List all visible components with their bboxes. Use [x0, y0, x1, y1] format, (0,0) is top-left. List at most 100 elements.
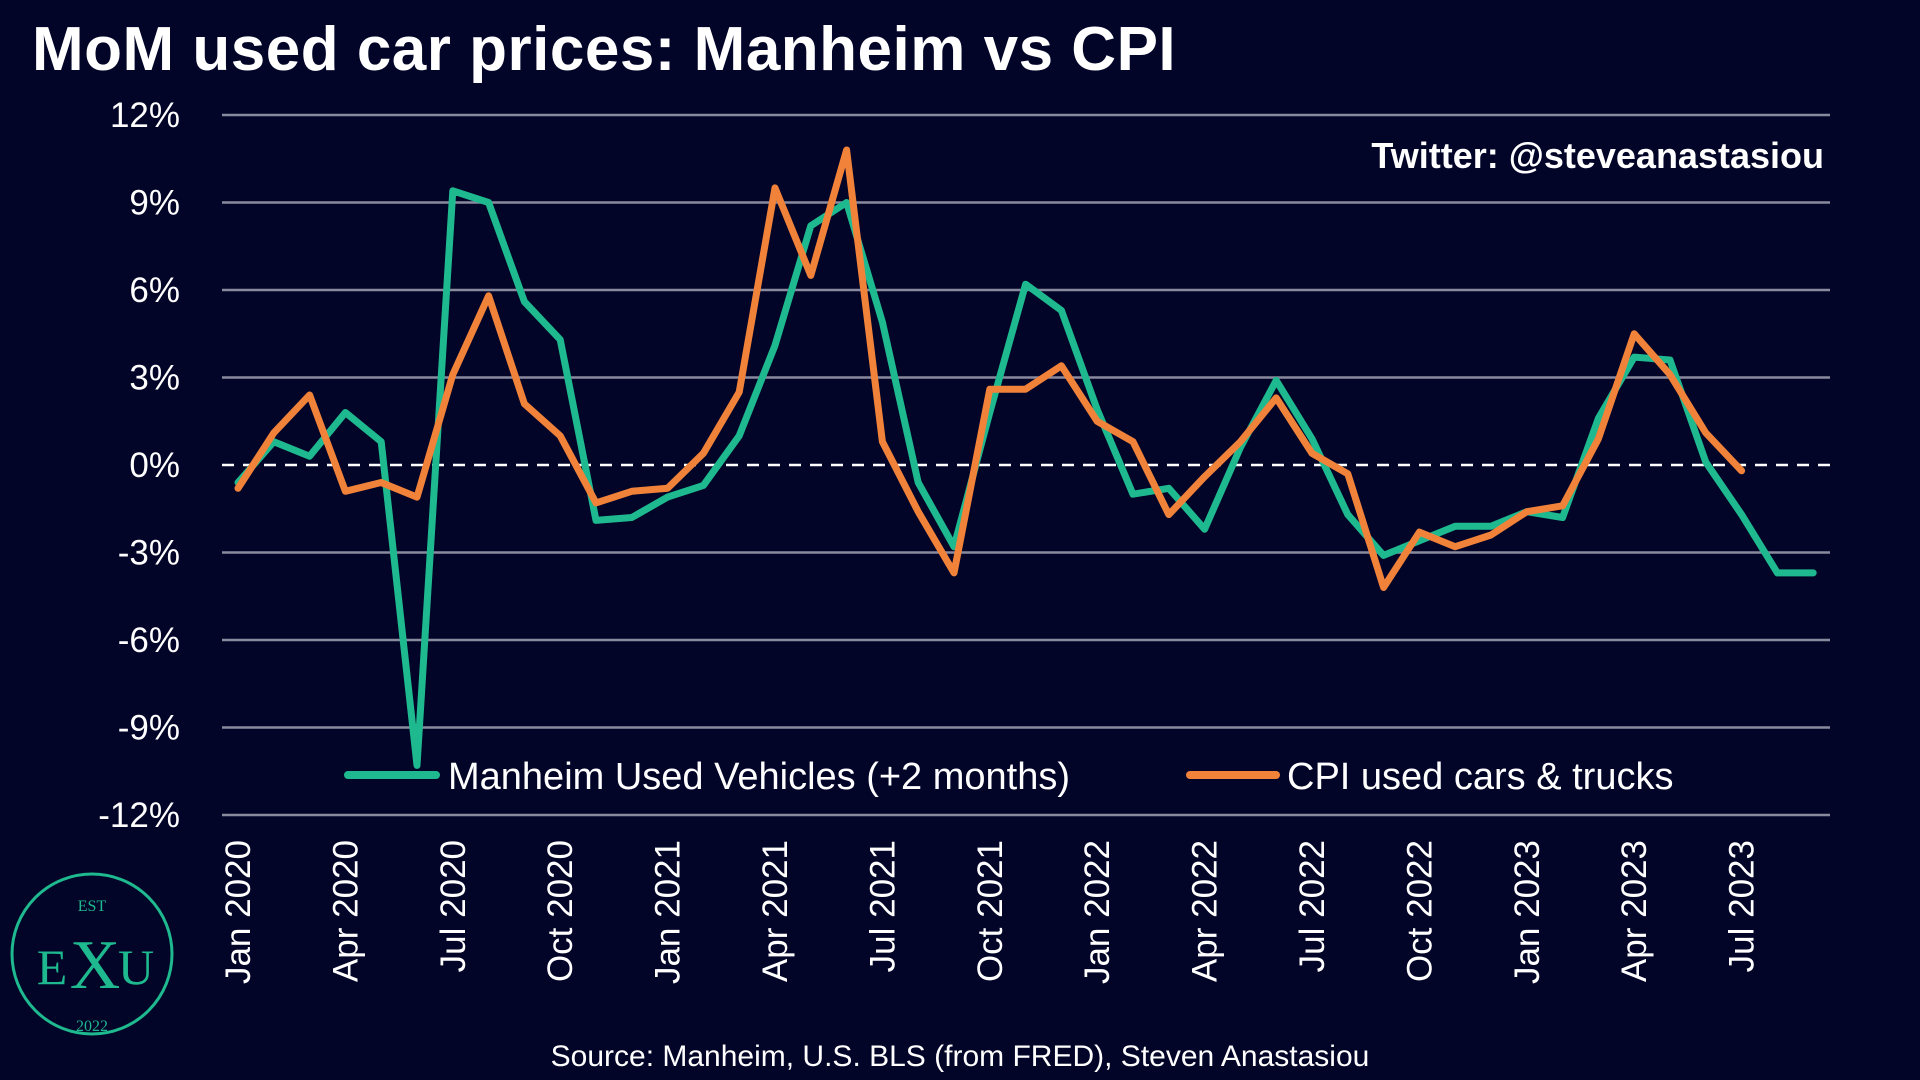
data-point-manheim [700, 482, 707, 489]
x-axis-ticks: Jan 2020 Apr 2020 Jul 2020 Oct 2020 Jan 2021… [219, 840, 1762, 984]
data-point-cpi [1666, 371, 1674, 378]
logo-letter-right: U [118, 939, 154, 995]
x-tick-label: Jan 2021 [649, 840, 688, 984]
data-point-cpi [1523, 508, 1531, 515]
data-point-cpi [879, 438, 886, 445]
data-point-manheim [1595, 415, 1602, 422]
x-tick-label: Jan 2020 [219, 840, 258, 984]
data-point-manheim [736, 432, 743, 439]
y-tick-label: 12% [110, 96, 180, 135]
legend-label-manheim: Manheim Used Vehicles (+2 months) [448, 756, 1070, 798]
x-tick-label: Oct 2021 [971, 840, 1010, 982]
grid-layer [222, 113, 1830, 817]
y-tick-label: 6% [129, 271, 180, 310]
series-line-cpi [234, 146, 1746, 591]
data-point-cpi [234, 485, 242, 492]
x-tick-label: Jul 2020 [434, 840, 473, 972]
logo-est: EST [78, 898, 107, 915]
data-point-cpi [270, 429, 277, 437]
data-point-manheim [557, 336, 564, 343]
x-tick-label: Apr 2023 [1615, 840, 1654, 982]
data-point-cpi [378, 479, 385, 486]
data-point-cpi [521, 400, 528, 407]
data-point-manheim [1022, 281, 1029, 288]
data-point-manheim [1380, 552, 1387, 559]
data-point-manheim [1487, 523, 1495, 530]
data-point-cpi [736, 388, 743, 396]
x-tick-label: Apr 2021 [756, 840, 795, 982]
data-point-cpi [1094, 418, 1101, 425]
data-point-manheim [342, 409, 349, 416]
data-point-cpi [1559, 502, 1566, 509]
y-tick-label: 3% [129, 359, 180, 398]
logo-letter-left: E [37, 939, 68, 995]
data-point-manheim [1810, 569, 1817, 577]
data-point-cpi [1631, 330, 1638, 337]
est-logo: EST E X U 2022 [10, 872, 174, 1036]
x-tick-label: Jan 2023 [1508, 840, 1547, 984]
data-point-manheim [1273, 377, 1280, 384]
data-point-cpi [342, 488, 349, 495]
data-point-manheim [592, 517, 600, 524]
watermark-text: Twitter: @steveanastasiou [1371, 135, 1824, 176]
data-point-cpi [413, 493, 421, 501]
data-point-cpi [1344, 470, 1352, 477]
chart-title: MoM used car prices: Manheim vs CPI [32, 15, 1177, 84]
data-point-cpi [1273, 394, 1280, 402]
source-note: Source: Manheim, U.S. BLS (from FRED), S… [551, 1040, 1370, 1073]
data-point-cpi [1022, 386, 1029, 393]
data-point-manheim [1129, 491, 1137, 498]
x-tick-label: Jan 2022 [1078, 840, 1117, 984]
data-point-manheim [843, 199, 850, 206]
logo-ring [10, 872, 174, 1036]
data-point-cpi [807, 272, 814, 279]
logo-letter-center: X [70, 927, 121, 1004]
data-point-manheim [413, 762, 421, 769]
data-point-cpi [1058, 362, 1065, 369]
data-point-cpi [1452, 543, 1459, 550]
data-point-manheim [485, 199, 492, 206]
legend: Manheim Used Vehicles (+2 months) CPI us… [344, 756, 1673, 798]
data-point-cpi [950, 569, 958, 577]
data-point-cpi [1380, 584, 1387, 591]
data-point-manheim [1201, 526, 1208, 533]
data-point-manheim [628, 514, 635, 521]
data-point-cpi [771, 184, 779, 192]
data-point-cpi [1237, 438, 1244, 445]
logo-year: 2022 [76, 1018, 108, 1035]
data-point-cpi [628, 488, 635, 495]
data-point-cpi [306, 391, 313, 399]
x-tick-label: Oct 2020 [541, 840, 580, 982]
data-point-cpi [700, 450, 707, 457]
data-point-manheim [664, 493, 671, 501]
data-point-manheim [1774, 569, 1781, 577]
x-tick-label: Apr 2020 [326, 840, 365, 982]
data-point-cpi [557, 432, 564, 439]
data-point-cpi [592, 499, 600, 507]
data-point-cpi [449, 371, 456, 378]
data-point-cpi [1702, 429, 1710, 437]
data-point-cpi [1595, 435, 1602, 442]
data-point-manheim [807, 222, 814, 229]
data-point-manheim [1666, 356, 1674, 364]
x-tick-label: Oct 2022 [1400, 840, 1439, 982]
x-tick-label: Jul 2022 [1293, 840, 1332, 972]
data-point-cpi [1129, 438, 1137, 445]
x-tick-label: Jul 2023 [1723, 840, 1762, 972]
data-point-cpi [915, 508, 922, 515]
y-tick-label: -3% [118, 534, 180, 573]
data-point-manheim [1058, 307, 1065, 314]
data-point-manheim [306, 453, 313, 460]
data-point-manheim [1559, 514, 1566, 521]
y-tick-label: -9% [118, 709, 180, 748]
data-point-manheim [1094, 406, 1101, 413]
data-point-cpi [664, 485, 671, 492]
data-point-manheim [449, 187, 456, 194]
y-axis-ticks: 12% 9% 6% 3% 0% -3% -6% -9% -12% [98, 96, 180, 835]
data-point-cpi [1738, 467, 1745, 474]
data-point-manheim [915, 479, 922, 486]
data-point-manheim [771, 342, 779, 349]
data-point-cpi [1165, 511, 1173, 518]
